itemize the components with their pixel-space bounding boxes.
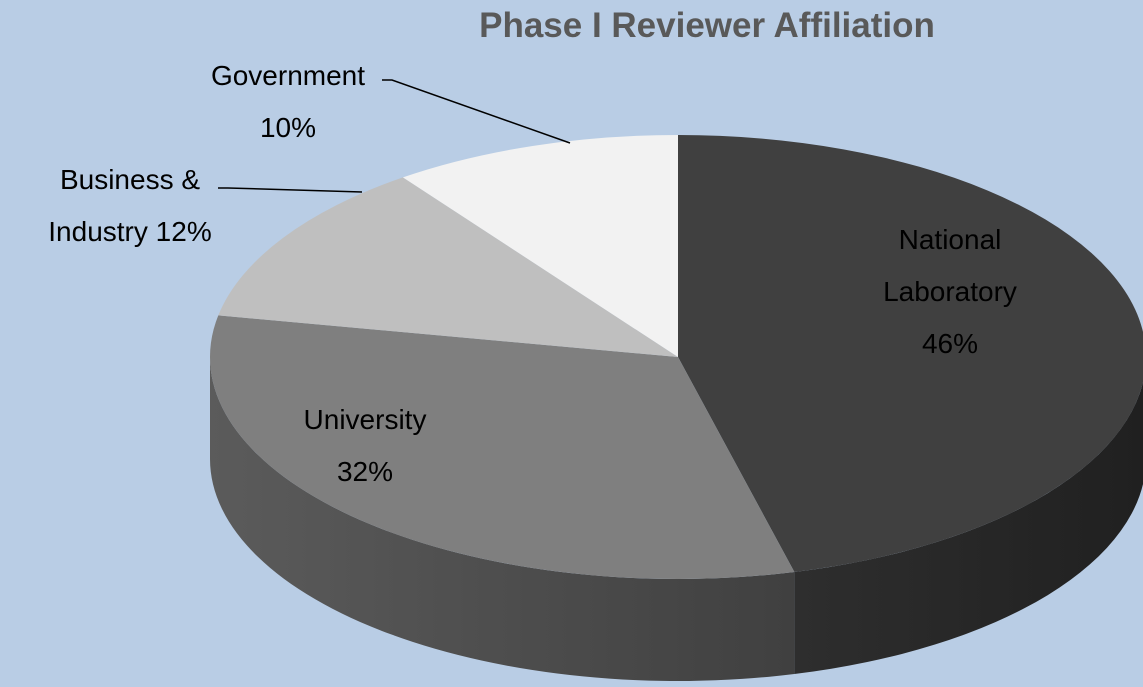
data-label: National Laboratory 46%	[850, 214, 1050, 370]
value-label: 32%	[336, 456, 394, 487]
pie-slice	[209, 315, 795, 579]
pie-slice	[218, 177, 679, 357]
value-label: 10%	[259, 112, 317, 143]
value-label: 46%	[921, 328, 979, 359]
chart-title: Phase I Reviewer Affiliation	[479, 6, 935, 45]
data-label: University 32%	[255, 394, 475, 498]
data-label: Business & Industry 12%	[10, 154, 250, 258]
pie-side	[794, 382, 1143, 675]
category-label: Government	[210, 60, 366, 91]
category-label: University	[303, 404, 427, 435]
leader-line	[218, 187, 363, 193]
pie-side	[210, 357, 795, 681]
category-label: Business & Industry	[48, 164, 201, 247]
value-label: 12%	[155, 216, 212, 247]
pie-slice	[402, 135, 678, 357]
pie-slice	[678, 135, 1143, 573]
category-label: National Laboratory	[883, 224, 1017, 307]
leader-line	[382, 79, 571, 144]
data-label: Government 10%	[170, 50, 406, 154]
